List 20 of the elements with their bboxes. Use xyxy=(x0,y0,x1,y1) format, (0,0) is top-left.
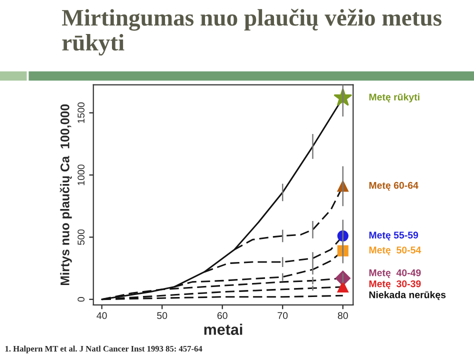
text: Niekada nerūkęs xyxy=(369,291,446,300)
text: 1. Halpern MT et al. J Natl Cancer Inst 1993 85: 457-64 xyxy=(5,346,202,354)
x-tick-label: 80 xyxy=(338,312,348,320)
text: Metę 60-64 xyxy=(369,182,418,191)
x-axis-title: metai xyxy=(204,324,242,335)
y-tick-label: 1000 xyxy=(78,164,85,186)
y-tick-label: 1500 xyxy=(78,102,85,123)
y-axis-title: Mirtys nuo plaučių Ca 100,000 xyxy=(60,104,72,286)
y-tick-label: 0 xyxy=(78,297,85,302)
text: Metę 55-59 xyxy=(369,232,418,240)
x-tick-label: 60 xyxy=(217,312,228,320)
chart-title: Mirtingumas nuo plaučių vėžio metus rūkyti xyxy=(62,8,442,56)
text: Metę 50-54 xyxy=(369,246,422,256)
y-tick-label: 500 xyxy=(78,229,85,245)
series-label: Metę rūkyti xyxy=(369,93,420,102)
x-tick-label: 70 xyxy=(278,312,288,320)
text: Metę 40-49 xyxy=(369,269,421,278)
text: Metę 30-39 xyxy=(369,280,421,290)
x-tick-label: 40 xyxy=(96,312,107,320)
x-tick-label: 50 xyxy=(157,312,168,320)
